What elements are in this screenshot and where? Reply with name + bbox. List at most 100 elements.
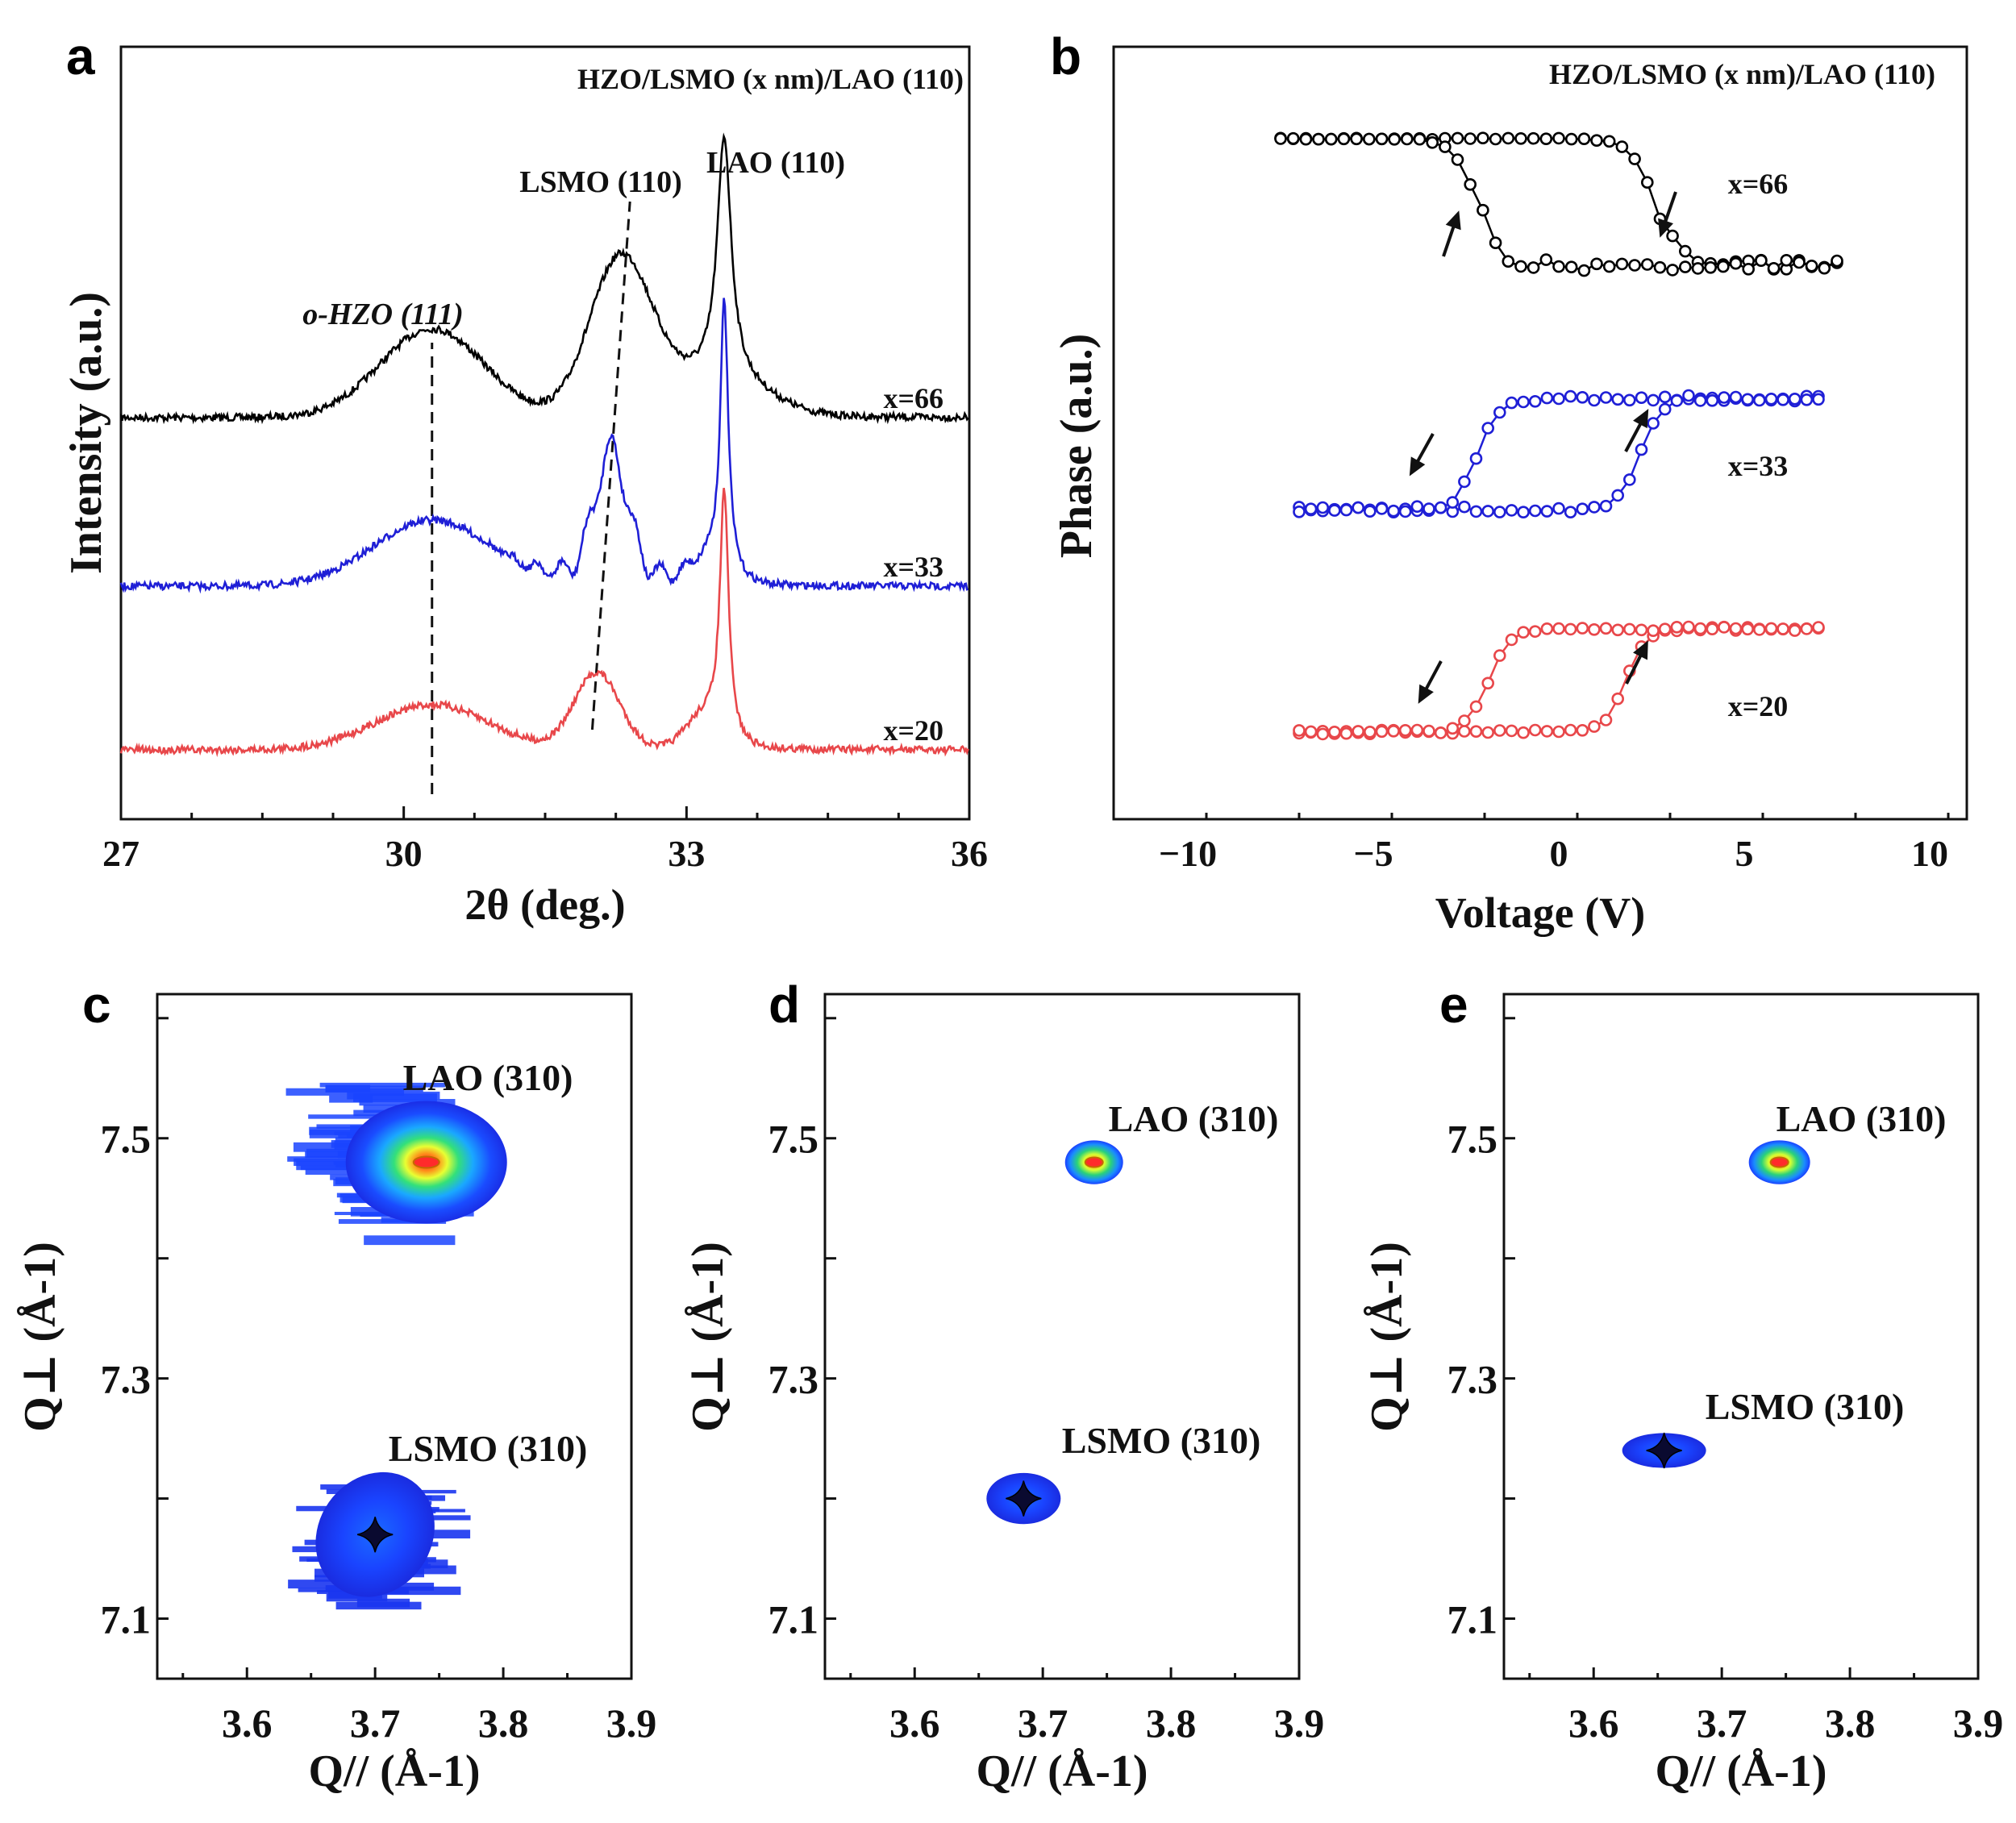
panel-b-marker bbox=[1514, 260, 1527, 273]
panel-b-marker bbox=[1602, 260, 1616, 273]
panel-b-marker bbox=[1539, 253, 1553, 266]
panel-b-marker bbox=[1493, 506, 1506, 518]
panel-b-marker bbox=[1552, 131, 1565, 145]
panel-b-marker bbox=[1706, 622, 1719, 636]
panel-a-series-label: x=33 bbox=[883, 551, 943, 583]
panel-b-marker bbox=[1788, 392, 1801, 406]
panel-b-marker bbox=[1413, 132, 1427, 146]
panel-b-xtick-label: 0 bbox=[1550, 833, 1568, 874]
panel-b-frame bbox=[1112, 45, 1968, 821]
panel-b-marker bbox=[1528, 723, 1542, 737]
panel-b-series-label: x=33 bbox=[1728, 450, 1789, 482]
panel-b-marker bbox=[1477, 131, 1489, 144]
rsm-lsmo-label: LSMO (310) bbox=[389, 1428, 588, 1469]
rsm-lao-label: LAO (310) bbox=[1776, 1098, 1947, 1139]
panel-b-marker bbox=[1670, 620, 1684, 634]
panel-b-xtick-label: 5 bbox=[1735, 833, 1754, 874]
panel-c-chart: 3.6 3.7 3.8 3.9 7.1 7.3 7.5 LAO (310) LSMO (310)… bbox=[15, 993, 657, 1796]
rsm-xtick-label: 3.6 bbox=[222, 1700, 273, 1746]
rsm-ytick-label: 7.1 bbox=[101, 1597, 152, 1642]
panel-b-marker bbox=[1446, 722, 1460, 735]
panel-b-marker bbox=[1363, 132, 1376, 146]
panel-b-marker bbox=[1780, 253, 1793, 267]
panel-b-marker bbox=[1312, 132, 1325, 146]
panel-b-xtick-label: 10 bbox=[1911, 833, 1948, 874]
rsm-xtick-label: 3.9 bbox=[606, 1700, 657, 1746]
panel-b-marker bbox=[1552, 392, 1565, 406]
rsm-xlabel: Q// (Å-1) bbox=[308, 1746, 480, 1796]
annotation-lao-110: LAO (110) bbox=[706, 146, 845, 180]
panel-b-marker bbox=[1458, 475, 1471, 489]
panel-b-arrowhead bbox=[1409, 456, 1426, 477]
panel-b-marker bbox=[1666, 229, 1679, 243]
panel-b-xtick-label: −10 bbox=[1159, 833, 1217, 874]
panel-b-marker bbox=[1316, 727, 1330, 741]
panel-b-marker bbox=[1458, 725, 1471, 738]
panel-b-marker bbox=[1577, 264, 1591, 277]
panel-b-marker bbox=[1788, 624, 1801, 637]
panel-b-marker bbox=[1352, 501, 1364, 514]
panel-b-marker bbox=[1793, 256, 1806, 269]
panel-b-marker bbox=[1387, 504, 1400, 518]
panel-b-marker bbox=[1339, 503, 1353, 517]
rsm-xtick-label: 3.7 bbox=[350, 1700, 401, 1746]
rsm-ytick-label: 7.3 bbox=[1447, 1357, 1498, 1402]
panel-b-marker bbox=[1564, 506, 1577, 519]
panel-b-marker bbox=[1293, 505, 1306, 518]
panel-b-marker bbox=[1812, 393, 1825, 406]
panel-b-marker bbox=[1505, 633, 1518, 647]
rsm-xlabel: Q// (Å-1) bbox=[976, 1746, 1148, 1796]
panel-b-marker bbox=[1623, 393, 1636, 407]
panel-b-marker bbox=[1552, 725, 1565, 739]
panel-b-marker bbox=[1527, 131, 1540, 145]
rsm-lsmo-star-marker bbox=[1646, 1432, 1682, 1469]
panel-b-marker bbox=[1729, 390, 1743, 404]
panel-b-marker bbox=[1670, 394, 1684, 407]
panel-a-series-x=33 bbox=[119, 298, 969, 594]
panel-b-marker bbox=[1831, 254, 1843, 268]
rsm-lao-center bbox=[1769, 1156, 1789, 1168]
rsm-lao-label: LAO (310) bbox=[403, 1057, 573, 1098]
panel-b-marker bbox=[1576, 723, 1589, 737]
panel-b-marker bbox=[1517, 726, 1530, 739]
rsm-frame bbox=[1502, 993, 1980, 1680]
rsm-lsmo-label: LSMO (310) bbox=[1062, 1420, 1261, 1461]
panel-b-marker bbox=[1540, 505, 1554, 518]
panel-b-marker bbox=[1611, 393, 1624, 406]
panel-b-marker bbox=[1741, 622, 1754, 636]
rsm-lao-halo bbox=[305, 1168, 386, 1175]
panel-b-marker bbox=[1599, 622, 1613, 635]
rsm-xtick-label: 3.8 bbox=[1825, 1700, 1876, 1746]
panel-letter-b: b bbox=[1050, 27, 1081, 85]
panel-b-marker bbox=[1528, 394, 1542, 408]
panel-b-marker bbox=[1493, 649, 1506, 662]
rsm-xtick-label: 3.7 bbox=[1697, 1700, 1747, 1746]
rsm-ylabel: Q⊥ (Å-1) bbox=[683, 1242, 733, 1432]
panel-b-marker bbox=[1764, 622, 1778, 635]
panel-b-marker bbox=[1364, 505, 1377, 518]
rsm-lao-center bbox=[1084, 1156, 1104, 1168]
panel-b-marker bbox=[1464, 178, 1477, 191]
panel-b-marker bbox=[1464, 132, 1477, 145]
panel-a-xtick-label: 30 bbox=[385, 833, 423, 874]
panel-b-marker bbox=[1528, 504, 1542, 518]
rsm-xtick-label: 3.9 bbox=[1953, 1700, 2004, 1746]
panel-a-series-label: x=66 bbox=[883, 382, 943, 414]
panel-b-marker bbox=[1426, 136, 1439, 149]
panel-b-marker bbox=[1682, 389, 1695, 402]
panel-b-marker bbox=[1375, 502, 1389, 515]
panel-b-marker bbox=[1350, 132, 1363, 146]
panel-b-arrowhead bbox=[1418, 684, 1434, 704]
panel-b-marker bbox=[1286, 131, 1300, 145]
panel-b-marker bbox=[1489, 132, 1502, 146]
panel-b-marker bbox=[1552, 502, 1565, 515]
panel-b-marker bbox=[1653, 260, 1667, 274]
panel-b-marker bbox=[1564, 622, 1577, 636]
panel-b-marker bbox=[1635, 443, 1648, 456]
panel-a-xtick-label: 27 bbox=[102, 833, 140, 874]
panel-b-marker bbox=[1469, 700, 1483, 714]
panel-b-marker bbox=[1576, 622, 1589, 635]
panel-a-chart: 27 30 33 36 x=66 x=33 x=20 HZO/LSMO (x nm)/LA… bbox=[61, 45, 988, 929]
panel-b-marker bbox=[1615, 140, 1629, 153]
panel-b-marker bbox=[1434, 726, 1447, 739]
